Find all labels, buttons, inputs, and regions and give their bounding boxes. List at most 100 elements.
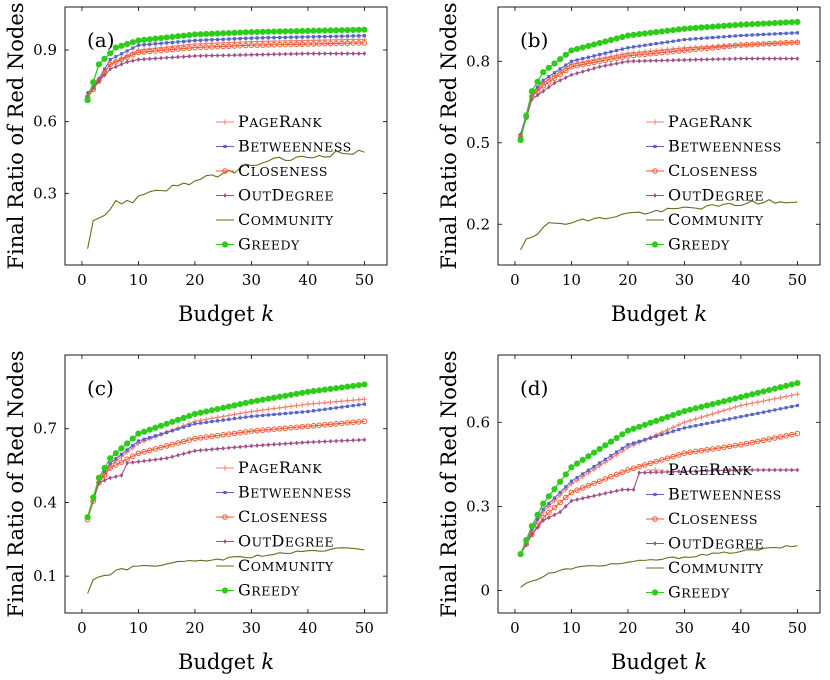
data-point (327, 399, 334, 405)
data-point (232, 37, 237, 41)
data-point (163, 443, 170, 449)
data-point (756, 467, 760, 473)
data-point (643, 58, 647, 64)
x-tick-label: 50 (355, 271, 374, 289)
data-point (676, 422, 682, 428)
data-point (129, 435, 136, 442)
data-point (338, 27, 345, 34)
data-point (562, 51, 569, 58)
data-point (276, 393, 283, 400)
data-point (761, 410, 766, 414)
data-point (732, 21, 739, 29)
data-point (541, 78, 545, 82)
data-point (180, 45, 187, 52)
data-point (191, 31, 199, 38)
data-point (141, 449, 147, 455)
data-point (630, 31, 637, 38)
data-point (676, 469, 681, 474)
series-pagerank (517, 39, 801, 138)
data-point (546, 79, 552, 85)
data-point (176, 54, 180, 60)
data-point (709, 446, 716, 452)
data-point (322, 400, 328, 406)
data-point (210, 446, 214, 452)
data-point (733, 56, 738, 62)
data-point (738, 441, 744, 448)
data-point (114, 55, 118, 59)
data-point (345, 404, 350, 408)
data-point (140, 428, 148, 435)
data-point (208, 30, 215, 37)
x-tick-label: 20 (618, 619, 637, 637)
data-point (722, 56, 726, 62)
data-point (198, 447, 203, 453)
data-point (158, 47, 164, 54)
data-point (362, 34, 367, 38)
data-point (523, 536, 530, 544)
data-point (108, 57, 112, 62)
data-point (118, 56, 125, 63)
data-point (169, 33, 176, 40)
data-point (114, 474, 118, 480)
data-point (562, 471, 569, 478)
data-point (272, 35, 276, 40)
data-point (362, 402, 367, 406)
data-point (163, 47, 170, 53)
data-point (316, 40, 323, 47)
data-point (534, 78, 541, 85)
data-point (259, 42, 266, 48)
data-point (630, 52, 637, 59)
data-point (744, 56, 749, 61)
data-point (282, 392, 289, 399)
data-point (722, 467, 726, 473)
data-point (619, 33, 626, 41)
data-point (773, 32, 777, 36)
data-point (344, 398, 351, 404)
data-point (675, 48, 682, 54)
data-point (215, 37, 220, 42)
data-point (682, 468, 687, 474)
y-tick-label: 0.5 (466, 134, 490, 152)
data-point (767, 467, 771, 473)
data-point (598, 461, 602, 465)
data-point (333, 27, 340, 34)
data-point (551, 485, 558, 493)
data-point (721, 407, 727, 414)
data-point (795, 403, 800, 408)
data-point (551, 504, 558, 511)
data-point (147, 56, 152, 62)
data-point (648, 58, 653, 64)
data-point (283, 35, 287, 39)
data-point (771, 19, 778, 27)
legend-label: COMMUNITY (238, 556, 334, 575)
data-point (568, 464, 575, 471)
data-point (180, 32, 187, 39)
data-point (728, 417, 732, 421)
data-point (660, 469, 664, 475)
data-point (300, 35, 304, 39)
data-point (546, 509, 552, 516)
data-point (304, 388, 312, 395)
data-point (153, 42, 157, 46)
legend-marker (651, 589, 659, 596)
data-point (305, 41, 311, 47)
data-point (129, 51, 136, 58)
data-point (726, 396, 733, 403)
data-point (356, 51, 361, 56)
y-tick-label: 0.6 (33, 113, 57, 131)
series-line (87, 53, 365, 94)
data-point (203, 408, 210, 415)
series-community (520, 545, 798, 588)
data-point (777, 40, 784, 46)
data-point (272, 442, 276, 447)
data-point (118, 42, 125, 49)
data-point (766, 40, 772, 47)
data-point (677, 427, 681, 432)
data-point (784, 56, 788, 61)
data-point (598, 52, 602, 57)
series-community (520, 199, 798, 251)
data-point (716, 35, 720, 39)
data-point (317, 408, 321, 412)
data-point (192, 44, 198, 51)
legend-label: GREEDY (668, 583, 730, 602)
